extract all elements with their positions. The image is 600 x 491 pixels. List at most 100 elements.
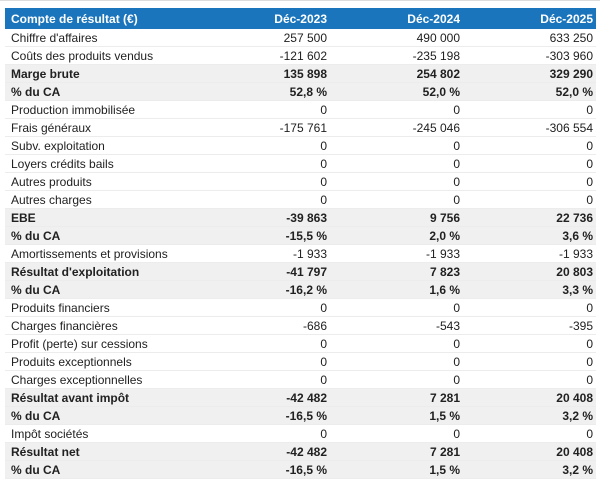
- row-label: % du CA: [5, 280, 197, 299]
- row-label: % du CA: [5, 460, 197, 479]
- column-header-dec-2023: Déc-2023: [197, 8, 330, 29]
- table-row: Frais généraux -175 761 -245 046 -306 554: [5, 118, 596, 137]
- cell-value: -42 482: [197, 388, 330, 407]
- table-row: Résultat d'exploitation -41 797 7 823 20 80…: [5, 262, 596, 281]
- cell-value: 254 802: [330, 64, 463, 83]
- cell-value: 52,8 %: [197, 82, 330, 101]
- row-label: Charges exceptionnelles: [5, 370, 197, 389]
- cell-value: 0: [197, 100, 330, 119]
- cell-value: 0: [330, 100, 463, 119]
- table-row: % du CA -16,2 % 1,6 % 3,3 %: [5, 280, 596, 299]
- table-row: % du CA -16,5 % 1,5 % 3,2 %: [5, 460, 596, 479]
- table-row: Résultat net -42 482 7 281 20 408: [5, 442, 596, 461]
- table-row: Autres charges 0 0 0: [5, 190, 596, 209]
- cell-value: -41 797: [197, 262, 330, 281]
- row-label: Subv. exploitation: [5, 136, 197, 155]
- row-label: % du CA: [5, 226, 197, 245]
- cell-value: 0: [330, 424, 463, 443]
- column-header-dec-2024: Déc-2024: [330, 8, 463, 29]
- cell-value: -175 761: [197, 118, 330, 137]
- table-row: % du CA -15,5 % 2,0 % 3,6 %: [5, 226, 596, 245]
- cell-value: 1,5 %: [330, 406, 463, 425]
- row-label: Autres charges: [5, 190, 197, 209]
- cell-value: -16,5 %: [197, 406, 330, 425]
- row-label: Résultat d'exploitation: [5, 262, 197, 281]
- cell-value: 0: [463, 172, 596, 191]
- row-label: Charges financières: [5, 316, 197, 335]
- cell-value: 0: [330, 370, 463, 389]
- row-label: Résultat avant impôt: [5, 388, 197, 407]
- cell-value: 0: [463, 154, 596, 173]
- cell-value: 20 803: [463, 262, 596, 281]
- row-label: Coûts des produits vendus: [5, 46, 197, 65]
- cell-value: 0: [330, 334, 463, 353]
- cell-value: 0: [197, 136, 330, 155]
- row-label: Chiffre d'affaires: [5, 29, 197, 47]
- cell-value: -16,5 %: [197, 460, 330, 479]
- table-row: Charges financières -686 -543 -395: [5, 316, 596, 335]
- cell-value: 633 250: [463, 29, 596, 47]
- cell-value: 0: [463, 100, 596, 119]
- cell-value: 0: [197, 172, 330, 191]
- cell-value: 3,6 %: [463, 226, 596, 245]
- table-row: Production immobilisée 0 0 0: [5, 100, 596, 119]
- column-header-title: Compte de résultat (€): [5, 8, 197, 29]
- row-label: Production immobilisée: [5, 100, 197, 119]
- cell-value: -686: [197, 316, 330, 335]
- cell-value: -15,5 %: [197, 226, 330, 245]
- cell-value: 0: [197, 352, 330, 371]
- cell-value: 0: [463, 352, 596, 371]
- cell-value: 52,0 %: [330, 82, 463, 101]
- cell-value: 135 898: [197, 64, 330, 83]
- row-label: Marge brute: [5, 64, 197, 83]
- table-row: Profit (perte) sur cessions 0 0 0: [5, 334, 596, 353]
- cell-value: -1 933: [197, 244, 330, 263]
- table-row: Impôt sociétés 0 0 0: [5, 424, 596, 443]
- cell-value: 0: [463, 424, 596, 443]
- row-label: % du CA: [5, 82, 197, 101]
- table-row: Marge brute 135 898 254 802 329 290: [5, 64, 596, 83]
- cell-value: -42 482: [197, 442, 330, 461]
- table-row: Amortissements et provisions -1 933 -1 933…: [5, 244, 596, 263]
- cell-value: 1,5 %: [330, 460, 463, 479]
- cell-value: 22 736: [463, 208, 596, 227]
- table-row: Produits exceptionnels 0 0 0: [5, 352, 596, 371]
- cell-value: 7 281: [330, 442, 463, 461]
- cell-value: 0: [330, 154, 463, 173]
- cell-value: 257 500: [197, 29, 330, 47]
- cell-value: 0: [330, 172, 463, 191]
- cell-value: -395: [463, 316, 596, 335]
- cell-value: 0: [330, 298, 463, 317]
- table-row: Coûts des produits vendus -121 602 -235 19…: [5, 46, 596, 65]
- row-label: Produits exceptionnels: [5, 352, 197, 371]
- table-row: % du CA -16,5 % 1,5 % 3,2 %: [5, 406, 596, 425]
- table-row: Résultat avant impôt -42 482 7 281 20 408: [5, 388, 596, 407]
- cell-value: 490 000: [330, 29, 463, 47]
- cell-value: 7 281: [330, 388, 463, 407]
- row-label: Profit (perte) sur cessions: [5, 334, 197, 353]
- cell-value: -1 933: [330, 244, 463, 263]
- cell-value: 7 823: [330, 262, 463, 281]
- table-row: % du CA 52,8 % 52,0 % 52,0 %: [5, 82, 596, 101]
- cell-value: 0: [463, 298, 596, 317]
- cell-value: -235 198: [330, 46, 463, 65]
- header-row: Compte de résultat (€) Déc-2023 Déc-2024…: [5, 8, 596, 29]
- table-row: Produits financiers 0 0 0: [5, 298, 596, 317]
- cell-value: 0: [197, 190, 330, 209]
- row-label: Résultat net: [5, 442, 197, 461]
- table-body: Chiffre d'affaires 257 500 490 000 633 250 C…: [5, 29, 596, 479]
- cell-value: 0: [197, 298, 330, 317]
- cell-value: 0: [330, 190, 463, 209]
- cell-value: 3,3 %: [463, 280, 596, 299]
- cell-value: 3,2 %: [463, 406, 596, 425]
- row-label: Amortissements et provisions: [5, 244, 197, 263]
- cell-value: -16,2 %: [197, 280, 330, 299]
- cell-value: 0: [330, 352, 463, 371]
- cell-value: 0: [197, 154, 330, 173]
- income-statement-card: Compte de résultat (€) Déc-2023 Déc-2024…: [5, 8, 596, 479]
- cell-value: -121 602: [197, 46, 330, 65]
- cell-value: 329 290: [463, 64, 596, 83]
- row-label: Produits financiers: [5, 298, 197, 317]
- table-row: Chiffre d'affaires 257 500 490 000 633 250: [5, 29, 596, 47]
